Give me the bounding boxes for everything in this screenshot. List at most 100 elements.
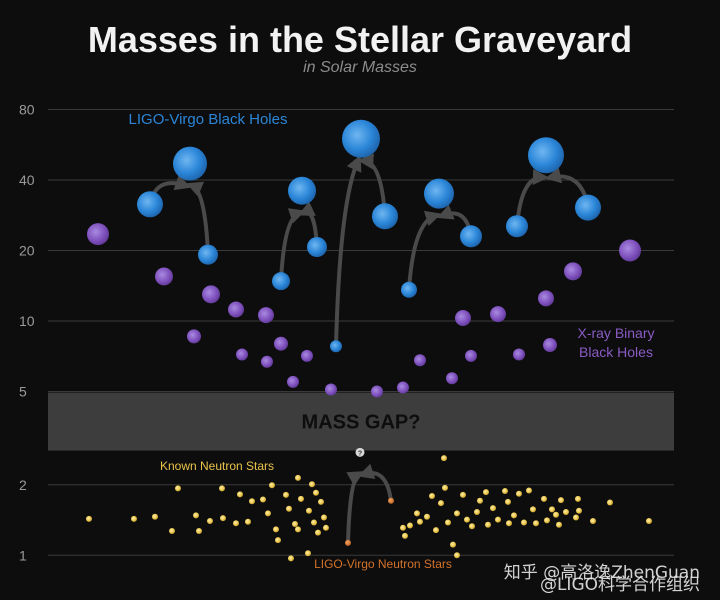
- ligo-black-hole-point: [424, 178, 454, 209]
- neutron-star-point: [511, 512, 517, 519]
- xray-black-hole-point: [619, 239, 641, 262]
- neutron-star-point: [445, 519, 451, 526]
- ligo-black-hole-point: [330, 340, 342, 353]
- neutron-star-point: [269, 482, 275, 489]
- neutron-star-point: [295, 474, 301, 481]
- neutron-star-point: [249, 498, 255, 505]
- neutron-star-point: [298, 495, 304, 502]
- neutron-star-point: [549, 506, 555, 513]
- watermark-ligo: @LIGO科学合作组织: [540, 575, 700, 595]
- neutron-star-point: [429, 493, 435, 500]
- neutron-star-point: [450, 541, 456, 548]
- neutron-star-point: [454, 510, 460, 517]
- xray-black-hole-point: [202, 285, 220, 304]
- neutron-star-point: [275, 537, 281, 544]
- xray-black-hole-point: [371, 385, 383, 398]
- neutron-star-point: [237, 491, 243, 498]
- merger-arrow: [279, 208, 306, 284]
- neutron-star-point: [313, 489, 319, 496]
- y-axis-ticks: 1 2 5 10 20 40 80: [19, 101, 35, 563]
- neutron-star-point: [245, 518, 251, 525]
- neutron-star-point: [442, 484, 448, 491]
- neutron-star-point: [530, 506, 536, 513]
- neutron-star-point: [131, 515, 137, 522]
- xray-black-hole-point: [301, 349, 313, 362]
- neutron-star-point: [407, 522, 413, 529]
- neutron-star-point: [460, 491, 466, 498]
- xray-black-hole-point: [187, 329, 201, 344]
- xray-black-hole-point: [446, 372, 458, 385]
- y-tick-label-20: 20: [19, 243, 35, 259]
- xray-black-hole-point: [228, 301, 244, 318]
- neutron-star-point: [306, 507, 312, 514]
- mass-gap-band: [48, 392, 674, 451]
- xray-black-hole-point: [538, 290, 554, 307]
- y-tick-label-2: 2: [19, 477, 27, 493]
- neutron-star-point: [207, 518, 213, 525]
- xray-black-hole-point: [236, 348, 248, 361]
- xray-black-hole-point: [397, 381, 409, 394]
- neutron-star-point: [295, 526, 301, 533]
- ligo-black-hole-point: [137, 191, 163, 218]
- neutron-star-point: [573, 514, 579, 521]
- ligo-neutron-star-point: [388, 497, 394, 504]
- ligo-black-hole-point: [401, 281, 417, 298]
- neutron-star-point: [516, 490, 522, 497]
- mass-gap-label: MASS GAP?: [302, 412, 421, 434]
- neutron-star-point: [464, 516, 470, 523]
- neutron-star-point: [321, 514, 327, 521]
- label-xray-binary: X-ray Binary: [577, 325, 654, 341]
- watermark-zhihu: 知乎 @高洛逸ZhenGuan: [504, 563, 700, 583]
- merger-remnant-label: ?: [358, 450, 362, 457]
- ligo-black-hole-point: [307, 237, 327, 258]
- neutron-star-point: [417, 518, 423, 525]
- neutron-star-point: [402, 532, 408, 539]
- neutron-star-point: [576, 507, 582, 514]
- neutron-star-point: [526, 487, 532, 494]
- neutron-star-point: [175, 485, 181, 492]
- xray-black-hole-point: [325, 383, 337, 396]
- neutron-star-point: [323, 524, 329, 531]
- neutron-star-point: [533, 520, 539, 527]
- neutron-star-point: [521, 519, 527, 526]
- ligo-black-hole-point: [288, 176, 316, 205]
- neutron-star-point: [286, 505, 292, 512]
- neutron-star-point: [646, 518, 652, 525]
- neutron-star-point: [495, 516, 501, 523]
- neutron-star-point: [414, 510, 420, 517]
- neutron-star-point: [483, 489, 489, 496]
- neutron-star-point: [219, 485, 225, 492]
- merger-arrow: [357, 463, 393, 503]
- neutron-star-point: [502, 488, 508, 495]
- xray-black-hole-point: [455, 310, 471, 327]
- neutron-star-point: [424, 513, 430, 520]
- xray-black-hole-point: [490, 306, 506, 323]
- merger-arrow: [346, 471, 365, 545]
- neutron-star-point: [318, 498, 324, 505]
- label-xray-black-holes: Black Holes: [579, 344, 653, 360]
- neutron-star-point: [283, 491, 289, 498]
- label-ligo-black-holes: LIGO-Virgo Black Holes: [129, 111, 288, 128]
- ligo-black-hole-point: [342, 119, 380, 158]
- label-known-neutron-stars: Known Neutron Stars: [160, 459, 274, 473]
- neutron-star-point: [441, 455, 447, 462]
- neutron-star-point: [556, 521, 562, 528]
- xray-black-hole-point: [543, 338, 557, 353]
- neutron-star-point: [292, 520, 298, 527]
- neutron-star-point: [400, 524, 406, 531]
- neutron-star-point: [544, 517, 550, 524]
- merger-remnant-point: [355, 447, 365, 457]
- neutron-star-point: [474, 509, 480, 516]
- xray-black-hole-point: [465, 349, 477, 362]
- neutron-star-point: [152, 513, 158, 520]
- neutron-star-point: [607, 499, 613, 506]
- xray-black-hole-point: [513, 348, 525, 361]
- neutron-star-point: [233, 520, 239, 527]
- ligo-black-hole-point: [575, 194, 601, 221]
- ligo-black-hole-point: [372, 203, 398, 230]
- chart-subtitle: in Solar Masses: [303, 59, 417, 76]
- neutron-star-point: [305, 550, 311, 557]
- neutron-star-point: [505, 498, 511, 505]
- data-points: ?: [86, 119, 652, 562]
